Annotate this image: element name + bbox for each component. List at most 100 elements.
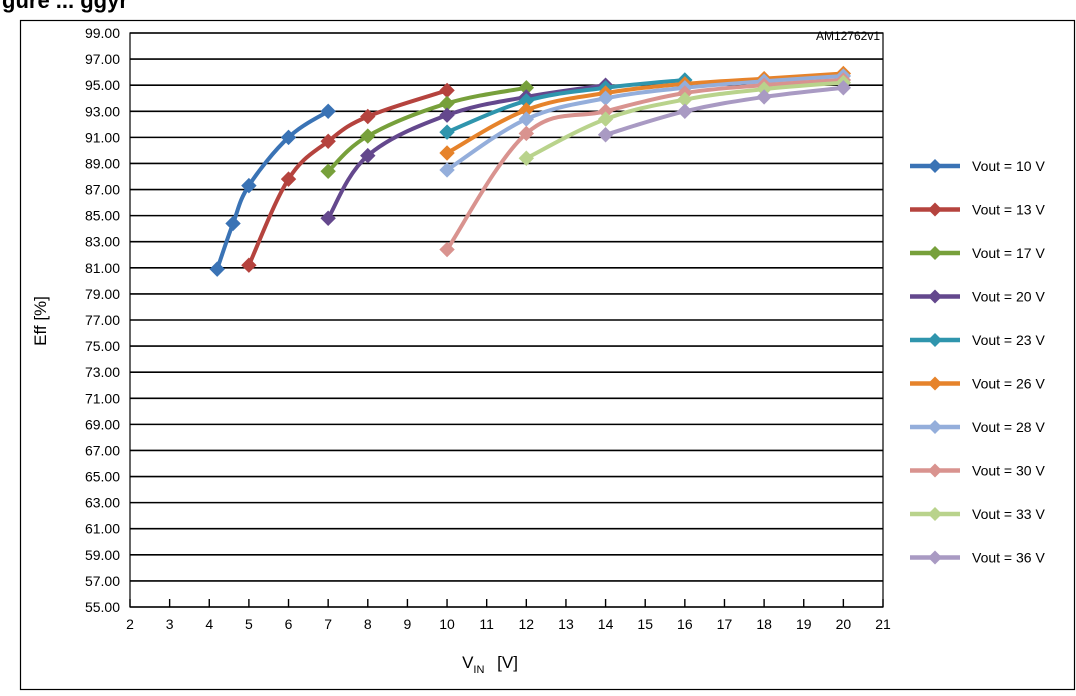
x-tick-label: 3 <box>166 616 174 632</box>
legend-label: Vout = 13 V <box>972 202 1045 218</box>
data-point-marker <box>439 241 455 258</box>
y-tick-label: 77.00 <box>85 312 120 328</box>
x-tick-label: 15 <box>637 616 653 632</box>
series-vout-13-v <box>241 82 455 273</box>
y-tick-label: 69.00 <box>85 416 120 432</box>
x-tick-label: 12 <box>519 616 535 632</box>
x-tick-label: 20 <box>836 616 852 632</box>
data-point-marker <box>360 108 376 125</box>
y-tick-label: 79.00 <box>85 286 120 302</box>
legend-swatch-marker <box>928 507 942 521</box>
figure-id-label: AM12762v1 <box>816 29 880 43</box>
x-tick-label: 9 <box>404 616 412 632</box>
data-point-marker <box>280 129 297 146</box>
figure-caption-fragment: gure ... ggyr <box>2 0 128 13</box>
x-axis-title-main: V <box>462 653 474 672</box>
series-line <box>603 85 846 137</box>
legend-swatch-marker <box>928 463 942 478</box>
y-tick-label: 63.00 <box>85 495 120 511</box>
data-point-marker <box>360 147 376 164</box>
x-tick-label: 5 <box>245 616 253 632</box>
y-tick-label: 83.00 <box>85 234 120 250</box>
y-tick-label: 99.00 <box>85 25 120 41</box>
legend-label: Vout = 33 V <box>972 506 1045 522</box>
legend-label: Vout = 26 V <box>972 376 1045 392</box>
y-tick-label: 81.00 <box>85 260 120 276</box>
x-tick-label: 19 <box>796 616 812 632</box>
legend-swatch-marker <box>928 550 942 565</box>
x-tick-label: 16 <box>677 616 693 632</box>
legend-label: Vout = 10 V <box>972 158 1045 174</box>
series-vout-10-v <box>209 103 336 277</box>
x-tick-label: 17 <box>717 616 733 632</box>
x-tick-label: 2 <box>126 616 134 632</box>
series-vout-17-v <box>320 80 535 179</box>
data-point-marker <box>518 111 535 127</box>
y-tick-label: 85.00 <box>85 208 120 224</box>
x-tick-label: 18 <box>756 616 772 632</box>
y-tick-label: 57.00 <box>85 573 120 589</box>
legend-swatch-marker <box>928 376 942 391</box>
legend-label: Vout = 30 V <box>972 463 1045 479</box>
data-point-marker <box>241 257 257 273</box>
legend-swatch-marker <box>928 159 942 173</box>
data-point-marker <box>597 127 614 143</box>
x-tick-label: 21 <box>875 616 891 632</box>
data-point-marker <box>225 215 241 232</box>
y-tick-label: 89.00 <box>85 155 120 171</box>
y-tick-label: 93.00 <box>85 103 120 119</box>
data-point-marker <box>518 125 535 142</box>
y-tick-label: 73.00 <box>85 364 120 380</box>
data-point-marker <box>835 80 852 96</box>
data-point-marker <box>756 89 772 105</box>
y-tick-label: 55.00 <box>85 599 120 615</box>
data-point-marker <box>241 177 257 194</box>
x-tick-label: 11 <box>479 616 494 632</box>
y-tick-label: 61.00 <box>85 521 120 537</box>
data-point-marker <box>439 124 455 140</box>
legend-swatch-marker <box>928 246 942 260</box>
plot-area-border <box>129 32 884 608</box>
data-point-marker <box>209 261 225 277</box>
y-tick-label: 91.00 <box>85 129 120 145</box>
series-line <box>326 85 529 174</box>
x-tick-label: 13 <box>558 616 574 632</box>
data-point-marker <box>518 150 535 166</box>
legend-swatch-marker <box>928 289 942 304</box>
data-point-marker <box>439 162 455 178</box>
data-point-marker <box>320 163 336 179</box>
data-point-marker <box>320 210 336 226</box>
data-point-marker <box>320 103 336 119</box>
x-tick-label: 4 <box>205 616 213 632</box>
y-tick-label: 59.00 <box>85 547 120 563</box>
legend-label: Vout = 36 V <box>972 550 1045 566</box>
x-axis-title-unit: [V] <box>497 653 518 672</box>
series-vout-36-v <box>597 80 852 143</box>
y-tick-label: 87.00 <box>85 182 120 198</box>
legend: Vout = 10 V Vout = 13 V Vout = 17 V Vout = … <box>910 158 1045 566</box>
legend-swatch-marker <box>928 333 942 347</box>
data-point-marker <box>360 128 376 144</box>
legend-label: Vout = 28 V <box>972 419 1045 435</box>
legend-label: Vout = 17 V <box>972 245 1045 261</box>
series-line <box>445 77 687 135</box>
x-tick-label: 8 <box>364 616 372 632</box>
data-point-marker <box>439 145 455 161</box>
x-tick-label: 6 <box>285 616 293 632</box>
grid-lines <box>130 32 883 608</box>
y-tick-label: 75.00 <box>85 338 120 354</box>
data-point-marker <box>439 107 455 123</box>
legend-swatch-marker <box>928 420 942 434</box>
y-tick-label: 67.00 <box>85 442 120 458</box>
y-tick-label: 97.00 <box>85 51 120 67</box>
x-tick-label: 14 <box>598 616 614 632</box>
legend-swatch-marker <box>928 202 942 217</box>
legend-label: Vout = 23 V <box>972 332 1045 348</box>
data-point-marker <box>677 103 693 119</box>
x-axis-title: VIN [V] <box>462 653 518 676</box>
data-point-marker <box>597 111 614 127</box>
x-tick-label: 7 <box>324 616 332 632</box>
y-axis-title: Eff [%] <box>31 296 50 346</box>
